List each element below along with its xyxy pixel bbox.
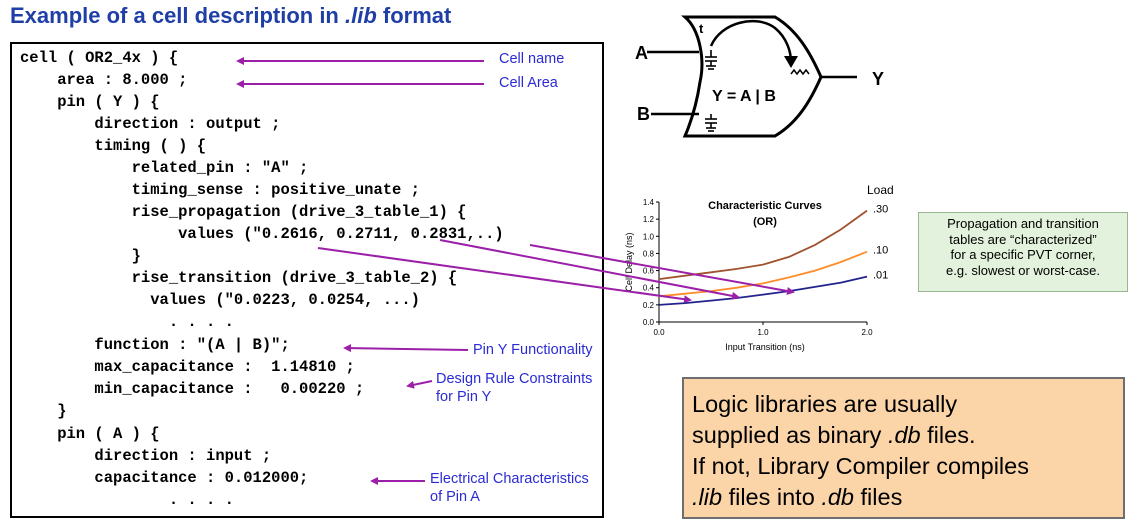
code-line: min_capacitance : 0.00220 ;: [20, 380, 365, 398]
annotation-pin-y-functionality: Pin Y Functionality: [473, 342, 593, 358]
code-line: area : 8.000 ;: [20, 71, 188, 89]
ground-icon-a: [705, 50, 717, 70]
chart-xlabel: Input Transition (ns): [725, 342, 805, 352]
db-note-line-2: supplied as binary .db files.: [692, 422, 976, 448]
code-line: timing_sense : positive_unate ;: [20, 181, 420, 199]
gate-function-label: Y = A | B: [712, 88, 776, 105]
pvt-note-line: e.g. slowest or worst-case.: [946, 262, 1100, 278]
y-tick-label: 0.2: [643, 301, 655, 310]
legend-entry-0: .30: [873, 204, 888, 216]
pvt-note-line: Propagation and transition: [947, 216, 1099, 231]
code-line: direction : input ;: [20, 447, 272, 465]
code-line: values ("0.0223, 0.0254, ...): [20, 291, 420, 309]
arrow-drc: [406, 380, 433, 389]
db-note-box: Logic libraries are usually supplied as …: [682, 377, 1125, 519]
db-note-line-3: If not, Library Compiler compiles: [692, 453, 1029, 479]
code-line: values ("0.2616, 0.2711, 0.2831,..): [20, 225, 504, 243]
annotation-cell-area: Cell Area: [499, 75, 558, 91]
chart-axes: 0.0 0.2 0.4 0.6 0.8 1.0 1.2 1.4 0.0 1.0 2.0: [643, 198, 873, 337]
code-line: capacitance : 0.012000;: [20, 469, 309, 487]
resistor-squiggle-icon: [790, 68, 810, 76]
title-suffix: format: [376, 3, 452, 28]
series-line-1: [658, 250, 868, 298]
annotation-drc-line1: Design Rule Constraints: [436, 371, 593, 387]
arrow-value-3: [529, 244, 795, 295]
annotation-cell-name: Cell name: [499, 51, 565, 67]
code-line: rise_transition (drive_3_table_2) {: [20, 269, 458, 287]
arrow-value-2: [439, 239, 740, 300]
pvt-note-line: tables are “characterized”: [949, 231, 1097, 247]
code-line: function : "(A | B)";: [20, 336, 290, 354]
arrow-value-1: [317, 247, 692, 304]
code-line: pin ( A ) {: [20, 425, 160, 443]
x-tick-label: 0.0: [653, 328, 665, 337]
signal-path-arrow-icon: [709, 19, 793, 63]
or-gate-diagram: A B Y Y = A | B t: [635, 15, 884, 138]
series-line-2: [658, 275, 868, 306]
slide-title: Example of a cell description in .lib fo…: [10, 3, 451, 29]
code-line: direction : output ;: [20, 115, 281, 133]
annotation-elec-line1: Electrical Characteristics: [430, 471, 589, 487]
y-tick-label: 1.0: [643, 232, 655, 241]
code-line: . . . .: [20, 491, 234, 509]
x-tick-label: 2.0: [861, 328, 873, 337]
annotation-drc-line2: for Pin Y: [436, 389, 492, 405]
y-tick-label: 1.2: [643, 215, 655, 224]
pvt-note-box: Propagation and transition tables are “c…: [918, 212, 1128, 292]
chart-title: Characteristic Curves: [708, 200, 822, 212]
y-tick-label: 0.4: [643, 284, 655, 293]
transition-t-label: t: [699, 21, 704, 36]
title-prefix: Example of a cell description in: [10, 3, 345, 28]
title-italic: .lib: [344, 3, 377, 28]
input-b-label: B: [637, 104, 650, 124]
code-line: . . . .: [20, 313, 234, 331]
chart-subtitle: (OR): [753, 216, 777, 228]
y-tick-label: 0.6: [643, 267, 655, 276]
code-line: timing ( ) {: [20, 137, 207, 155]
x-tick-label: 1.0: [757, 328, 769, 337]
code-line: pin ( Y ) {: [20, 93, 160, 111]
db-note-line-4: .lib files into .db files: [692, 484, 903, 510]
y-tick-label: 1.4: [643, 198, 655, 207]
y-tick-label: 0.0: [643, 318, 655, 327]
code-line: max_capacitance : 1.14810 ;: [20, 358, 355, 376]
lib-code-box: [10, 42, 604, 518]
db-note-line-1: Logic libraries are usually: [692, 391, 958, 417]
annotation-elec-line2: of Pin A: [430, 489, 480, 505]
pvt-note-line: for a specific PVT corner,: [950, 247, 1096, 262]
ground-icon-b: [705, 114, 717, 132]
arrow-pin-y-functionality: [343, 344, 469, 353]
code-line: related_pin : "A" ;: [20, 159, 309, 177]
output-y-label: Y: [872, 69, 884, 89]
legend-entry-2: .01: [873, 270, 888, 282]
y-tick-label: 0.8: [643, 249, 655, 258]
code-line: rise_propagation (drive_3_table_1) {: [20, 203, 467, 221]
legend-entry-1: .10: [873, 245, 888, 257]
input-a-label: A: [635, 43, 648, 63]
chart-legend: .30 .10 .01: [873, 204, 888, 282]
code-line: cell ( OR2_4x ) {: [20, 49, 179, 67]
code-line: }: [20, 247, 141, 265]
legend-title: Load: [867, 183, 894, 197]
code-line: }: [20, 402, 67, 420]
